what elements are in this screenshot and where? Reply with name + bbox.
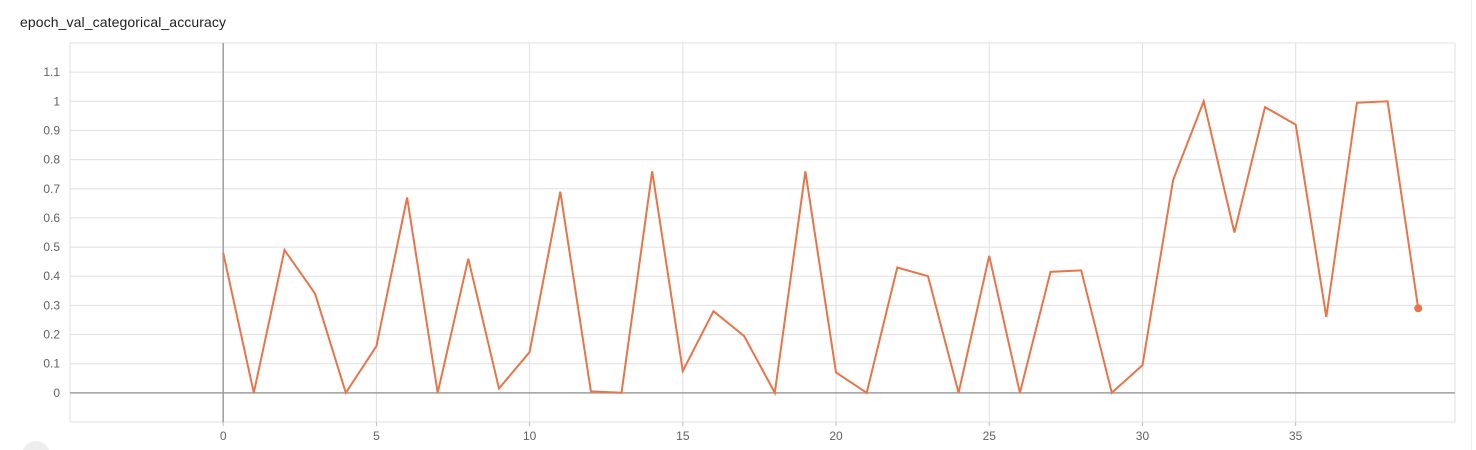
data-point[interactable] — [1078, 267, 1084, 273]
y-tick-label: 0.1 — [43, 357, 60, 371]
data-point[interactable] — [312, 291, 318, 297]
series-line[interactable] — [222, 97, 1420, 396]
data-point[interactable] — [680, 368, 686, 374]
data-point[interactable] — [925, 273, 931, 279]
y-tick-label: 0.8 — [43, 153, 60, 167]
y-tick-label: 0.2 — [43, 328, 60, 342]
data-point[interactable] — [956, 390, 962, 396]
data-point[interactable] — [435, 390, 441, 396]
y-tick-label: 0.9 — [43, 123, 60, 137]
data-point[interactable] — [1323, 314, 1329, 320]
last-point-marker[interactable] — [1414, 304, 1423, 313]
data-point[interactable] — [619, 390, 625, 396]
data-point[interactable] — [251, 390, 257, 396]
data-point[interactable] — [833, 369, 839, 375]
y-tick-label: 0.7 — [43, 182, 60, 196]
data-point[interactable] — [986, 253, 992, 259]
x-tick-label: 25 — [983, 429, 997, 443]
data-point[interactable] — [1231, 230, 1237, 236]
data-point[interactable] — [588, 388, 594, 394]
data-point[interactable] — [1109, 390, 1115, 396]
data-point[interactable] — [802, 168, 808, 174]
data-point[interactable] — [649, 168, 655, 174]
data-point[interactable] — [527, 349, 533, 355]
y-tick-label: 0.3 — [43, 298, 60, 312]
x-tick-label: 30 — [1136, 429, 1150, 443]
chart-title: epoch_val_categorical_accuracy — [20, 14, 227, 30]
x-tick-label: 0 — [220, 429, 227, 443]
x-tick-label: 5 — [373, 429, 380, 443]
data-point[interactable] — [741, 333, 747, 339]
data-point[interactable] — [1293, 122, 1299, 128]
data-point[interactable] — [894, 264, 900, 270]
data-point[interactable] — [220, 250, 226, 256]
x-tick-label: 10 — [523, 429, 537, 443]
expand-control[interactable] — [22, 441, 50, 450]
data-point[interactable] — [373, 343, 379, 349]
data-point[interactable] — [1139, 362, 1145, 368]
x-tick-label: 35 — [1289, 429, 1303, 443]
y-tick-label: 0.5 — [43, 240, 60, 254]
data-point[interactable] — [281, 247, 287, 253]
data-point[interactable] — [1262, 104, 1268, 110]
x-tick-label: 20 — [829, 429, 843, 443]
data-point[interactable] — [496, 385, 502, 391]
y-tick-label: 1 — [53, 94, 60, 108]
data-point[interactable] — [343, 390, 349, 396]
x-tick-label: 15 — [676, 429, 690, 443]
data-point[interactable] — [1170, 177, 1176, 183]
data-point[interactable] — [465, 256, 471, 262]
data-point[interactable] — [404, 195, 410, 201]
y-tick-label: 0.4 — [43, 269, 60, 283]
y-tick-label: 1.1 — [43, 65, 60, 79]
data-point[interactable] — [1017, 390, 1023, 396]
y-tick-label: 0.6 — [43, 211, 60, 225]
data-point[interactable] — [1354, 100, 1360, 106]
scroll-edge — [1471, 0, 1472, 450]
data-point[interactable] — [557, 189, 563, 195]
data-point[interactable] — [710, 308, 716, 314]
y-tick-label: 0 — [53, 386, 60, 400]
data-point[interactable] — [1385, 98, 1391, 104]
data-point[interactable] — [1048, 269, 1054, 275]
data-point[interactable] — [864, 390, 870, 396]
data-point[interactable] — [772, 390, 778, 396]
data-point[interactable] — [1201, 98, 1207, 104]
